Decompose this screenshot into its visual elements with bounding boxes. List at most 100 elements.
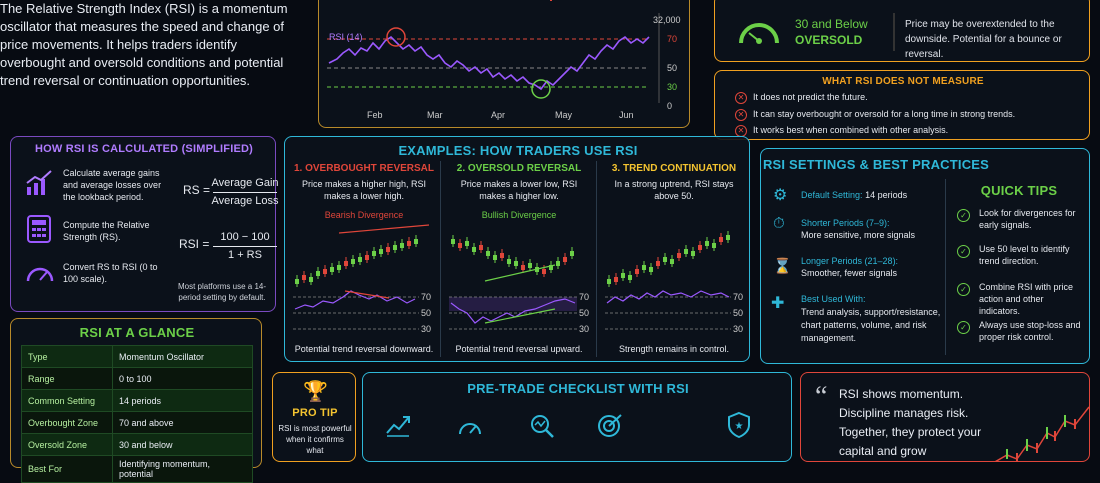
candle-body: [712, 243, 716, 248]
candle-body: [400, 243, 404, 248]
not-measure-title: WHAT RSI DOES NOT MEASURE: [822, 76, 984, 87]
candle-body: [684, 249, 688, 254]
table-row: Common Setting 14 periods: [21, 389, 253, 412]
top-rsi-chart-panel: RSI (14) 32,000 70 50 30 0 Feb Mar Apr M…: [318, 0, 690, 128]
calc-step-3: Convert RS to RSI (0 to 100 scale).: [63, 262, 158, 284]
level-label-30: 30: [733, 324, 744, 334]
not-measure-item: ✕ It can stay overbought or oversold for …: [735, 108, 1015, 121]
candle-body: [330, 267, 334, 272]
example-3-caption: Strength remains in control.: [618, 344, 730, 354]
candle-body: [493, 255, 497, 260]
x-circle-icon: ✕: [735, 109, 747, 121]
candle-body: [302, 275, 306, 280]
rsi-period-label: RSI (14): [329, 32, 363, 42]
example-1-title: 1. OVERBOUGHT REVERSAL: [293, 163, 435, 174]
trophy-icon: 🏆: [303, 381, 328, 403]
example-3-title: 3. TREND CONTINUATION: [611, 163, 737, 174]
month-apr: Apr: [491, 110, 506, 120]
candle-body: [726, 235, 730, 240]
rsi-denominator: 1 + RS: [228, 249, 262, 261]
candle-body: [479, 245, 483, 250]
level-label-50: 50: [733, 308, 744, 318]
candle-body: [642, 265, 646, 270]
examples-panel: EXAMPLES: HOW TRADERS USE RSI 1. OVERBOU…: [284, 136, 750, 362]
check-circle-icon: ✓: [957, 209, 970, 222]
candle-body: [316, 271, 320, 276]
level-label-30: 30: [579, 324, 590, 334]
magnifier-chart-icon: [531, 415, 554, 438]
not-measure-item: ✕ It works best when combined with other …: [735, 124, 948, 137]
candle-body: [372, 251, 376, 256]
level-label-30: 30: [421, 324, 432, 334]
table-row: Overbought Zone 70 and above: [21, 411, 253, 434]
top-rsi-chart: [327, 0, 660, 103]
shield-star-icon: ★: [728, 411, 750, 439]
candle-body: [570, 251, 574, 256]
setting-item: Shorter Periods (7–9): More sensitive, mo…: [801, 218, 916, 240]
calc-step-1: Calculate average gains and average loss…: [63, 168, 162, 202]
candle-body: [628, 275, 632, 280]
stopwatch-icon: ⏱: [773, 215, 785, 232]
rs-numerator: Average Gain: [211, 177, 279, 189]
target-icon: [598, 414, 622, 437]
candle: [550, 0, 552, 1]
overbought-marker: [386, 27, 406, 47]
example-1-tag: Bearish Divergence: [324, 210, 404, 220]
oversold-marker: [531, 79, 551, 99]
pro-tip-text: RSI is most powerful when it confirms wh…: [278, 424, 352, 455]
candle-body: [635, 269, 639, 274]
intro-text: The Relative Strength Index (RSI) is a m…: [0, 1, 288, 88]
y-tick-30: 30: [667, 82, 678, 92]
glance-table: Type Momentum Oscillator Range 0 to 100 Co…: [21, 345, 253, 483]
candle-body: [698, 245, 702, 250]
level-label-70: 70: [579, 292, 590, 302]
candle-body: [677, 253, 681, 258]
not-measure-panel: WHAT RSI DOES NOT MEASURE ✕ It does not p…: [714, 70, 1090, 140]
candle-body: [414, 239, 418, 244]
check-circle-icon: ✓: [957, 245, 970, 258]
level-label-70: 70: [421, 292, 432, 302]
quote-text: RSI shows momentum. Discipline manages r…: [839, 387, 982, 458]
table-row: Type Momentum Oscillator: [21, 345, 253, 368]
candle-body: [614, 277, 618, 282]
checklist-panel: PRE-TRADE CHECKLIST WITH RSI ★: [362, 372, 792, 462]
quote-panel: “ RSI shows momentum. Discipline manages…: [800, 372, 1090, 462]
rs-denominator: Average Loss: [211, 195, 279, 207]
calc-step-2: Compute the Relative Strength (RS).: [63, 220, 150, 242]
settings-title: RSI SETTINGS & BEST PRACTICES: [762, 157, 990, 172]
candle-body: [649, 267, 653, 272]
setting-item: Best Used With: Trend analysis, support/r…: [801, 294, 941, 343]
calc-panel: HOW RSI IS CALCULATED (SIMPLIFIED) Calcu…: [10, 136, 279, 312]
example-3-desc: In a strong uptrend, RSI stays above 50.: [614, 179, 734, 201]
candle-body: [358, 257, 362, 262]
pro-tip-title: PRO TIP: [292, 407, 338, 419]
settings-panel: RSI SETTINGS & BEST PRACTICES ⚙ Default …: [760, 148, 1090, 364]
gear-icon: ⚙: [773, 187, 788, 204]
candle-body: [500, 253, 504, 258]
candle-body: [344, 261, 348, 266]
candle-body: [486, 251, 490, 256]
candle-body: [514, 261, 518, 266]
calculator-icon: [27, 215, 51, 243]
candle-body: [393, 245, 397, 250]
oversold-description: Price may be overextended to the downsid…: [905, 19, 1062, 60]
table-row: Range 0 to 100: [21, 367, 253, 390]
month-may: May: [555, 110, 573, 120]
gauge-icon: [739, 23, 779, 44]
price-axis-label: 32,000: [653, 15, 681, 25]
tip-item: ✓ Combine RSI with price action and other…: [957, 281, 1085, 317]
table-row: Best For Identifying momentum, potential: [21, 455, 253, 483]
y-tick-50: 50: [667, 63, 678, 73]
candle-body: [621, 273, 625, 278]
calc-title: HOW RSI IS CALCULATED (SIMPLIFIED): [34, 143, 254, 155]
example-1-caption: Potential trend reversal downward.: [294, 344, 434, 354]
table-row: Oversold Zone 30 and below: [21, 433, 253, 456]
level-label-50: 50: [579, 308, 590, 318]
setting-item: Default Setting: 14 periods: [801, 190, 908, 200]
oversold-title: OVERSOLD: [795, 33, 863, 47]
example-2-tag: Bullish Divergence: [481, 210, 557, 220]
candle-body: [556, 261, 560, 266]
candle-body: [323, 269, 327, 274]
check-circle-icon: ✓: [957, 321, 970, 334]
svg-text:★: ★: [735, 421, 744, 432]
